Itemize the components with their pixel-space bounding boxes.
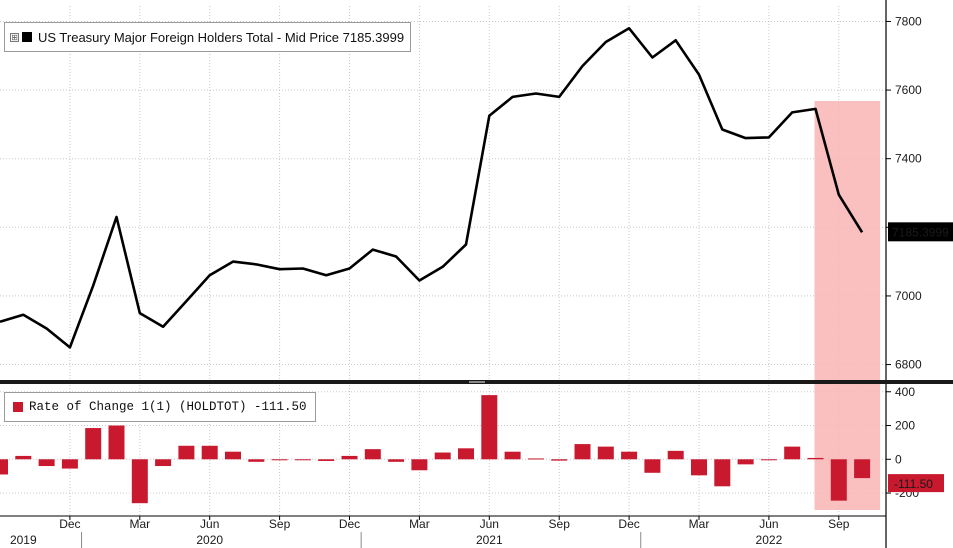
- roc-bar: [854, 459, 871, 479]
- roc-bar: [38, 459, 55, 467]
- roc-bar: [714, 459, 731, 487]
- y-axis-top-ticks: 6800 7000 7400 7600 7800: [886, 14, 922, 372]
- legend-main[interactable]: ⊞ US Treasury Major Foreign Holders Tota…: [4, 22, 412, 52]
- x-tick-label: Mar: [689, 517, 710, 531]
- legend-swatch-price: [22, 32, 32, 42]
- x-axis-ticks: Dec Mar Jun Sep Dec Mar Jun Sep Dec Mar Jun Sep 2019…: [10, 516, 850, 548]
- y-tick-label: 7600: [895, 83, 922, 97]
- roc-tag-bg: [888, 474, 944, 493]
- legend-main-label: US Treasury Major Foreign Holders Total …: [38, 29, 405, 45]
- x-tick-label: Jun: [759, 517, 778, 531]
- roc-bar: [225, 451, 241, 460]
- panel-splitter-handle: [469, 381, 485, 383]
- expand-icon[interactable]: ⊞: [10, 32, 19, 42]
- legend-roc-label: Rate of Change 1(1) (HOLDTOT) -111.50: [29, 400, 307, 414]
- roc-bar: [574, 444, 591, 460]
- roc-bar: [691, 459, 707, 476]
- roc-bar: [248, 459, 265, 462]
- roc-bar: [388, 459, 405, 462]
- x-tick-label: Jun: [480, 517, 499, 531]
- roc-bar: [85, 428, 102, 460]
- roc-bar: [667, 450, 684, 460]
- x-tick-label: Dec: [59, 517, 80, 531]
- y-tick-label: 6800: [895, 358, 922, 372]
- y-tick-label: 7800: [895, 14, 922, 28]
- roc-bar: [108, 425, 125, 460]
- roc-bar: [504, 451, 521, 460]
- roc-bar: [621, 451, 638, 460]
- roc-bar: [411, 459, 428, 471]
- x-tick-label: Sep: [828, 517, 850, 531]
- roc-bar: [15, 455, 32, 460]
- y-tick-label: 0: [895, 452, 902, 466]
- roc-bar: [294, 459, 311, 461]
- roc-bar: [737, 459, 754, 465]
- roc-bar: [61, 459, 78, 469]
- roc-bar: [341, 455, 358, 460]
- x-year-label: 2021: [476, 533, 503, 547]
- roc-bar: [807, 457, 824, 460]
- roc-bar: [458, 448, 474, 460]
- roc-bar: [830, 459, 847, 501]
- x-tick-label: Jun: [200, 517, 219, 531]
- roc-bar: [155, 459, 172, 467]
- legend-roc[interactable]: Rate of Change 1(1) (HOLDTOT) -111.50: [4, 392, 316, 422]
- x-year-label: 2019: [10, 533, 37, 547]
- grid-lines: [0, 6, 886, 515]
- x-tick-label: Dec: [618, 517, 639, 531]
- roc-bar: [784, 446, 801, 460]
- value-tags: 7185.3999 -111.50: [888, 222, 953, 493]
- x-year-label: 2022: [756, 533, 783, 547]
- roc-bar: [318, 459, 335, 461]
- highlight-region: [814, 101, 881, 510]
- roc-bar: [271, 459, 288, 461]
- y-tick-label: 7400: [895, 152, 922, 166]
- roc-bar: [364, 449, 381, 460]
- roc-tag: -111.50: [894, 477, 933, 491]
- roc-bar: [527, 458, 544, 460]
- price-line: [0, 27, 864, 349]
- price-tag-bg: [888, 222, 953, 242]
- roc-bar: [597, 446, 614, 460]
- x-tick-label: Sep: [549, 517, 571, 531]
- y-tick-label: 400: [895, 385, 915, 399]
- y-tick-label: 7000: [895, 289, 922, 303]
- roc-bar: [551, 459, 568, 461]
- price-tag: 7185.3999: [892, 225, 949, 239]
- legend-swatch-roc: [13, 402, 23, 412]
- x-year-label: 2020: [196, 533, 223, 547]
- x-tick-label: Mar: [129, 517, 150, 531]
- x-tick-label: Dec: [339, 517, 360, 531]
- roc-bar: [0, 459, 8, 475]
- roc-bar: [201, 445, 218, 460]
- roc-bar: [481, 395, 498, 460]
- x-tick-label: Mar: [409, 517, 430, 531]
- roc-bar: [131, 459, 148, 504]
- roc-bar: [178, 445, 195, 460]
- roc-bars: [0, 395, 871, 504]
- y-tick-label: 200: [895, 419, 915, 433]
- x-tick-label: Sep: [269, 517, 291, 531]
- roc-bar: [434, 452, 451, 460]
- roc-bar: [644, 459, 661, 473]
- roc-bar: [760, 459, 777, 461]
